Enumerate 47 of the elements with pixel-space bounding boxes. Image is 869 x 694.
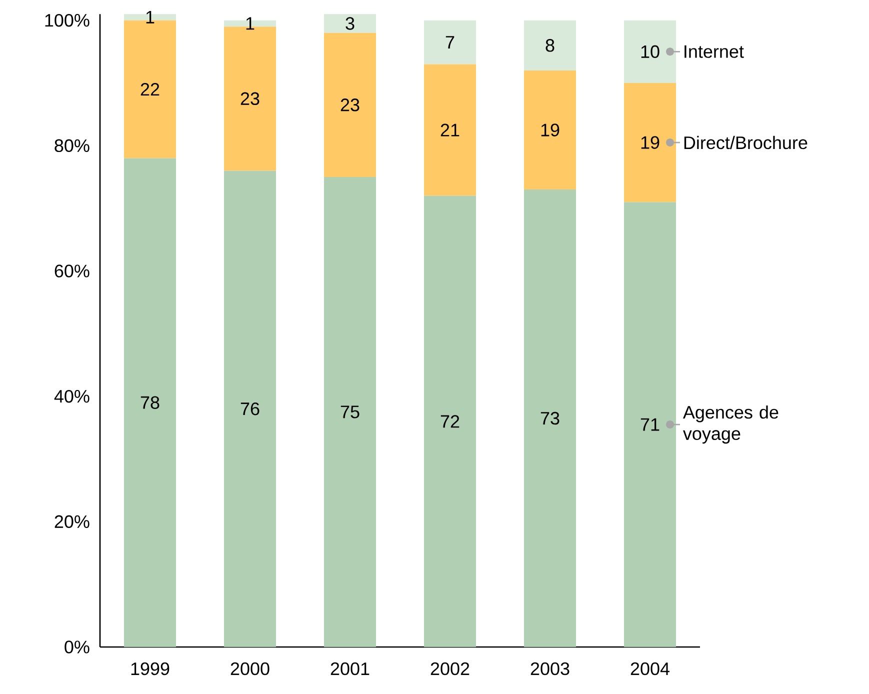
data-label: 22 [140, 82, 160, 96]
data-label: 21 [440, 124, 460, 136]
data-label: 73 [540, 412, 560, 425]
y-tick-label: 40% [54, 390, 90, 403]
data-label: 75 [340, 406, 360, 418]
x-tick-label: 2004 [630, 662, 670, 676]
data-label: 3 [346, 17, 354, 30]
x-tick-label: 2000 [230, 662, 270, 676]
data-label: 23 [340, 98, 360, 112]
bar [624, 20, 676, 83]
x-tick-label: 2002 [430, 662, 470, 676]
data-label: 19 [541, 124, 560, 136]
data-label: 19 [641, 136, 660, 149]
data-label: 71 [640, 418, 660, 431]
series-label: Internet [684, 45, 744, 58]
data-label: 1 [146, 11, 154, 24]
bar [624, 202, 676, 647]
bar [124, 158, 176, 647]
bar [424, 20, 476, 64]
y-tick-label: 60% [54, 264, 90, 278]
y-tick-label: 80% [54, 139, 90, 152]
y-tick-label: 100% [45, 14, 90, 27]
bar [524, 20, 576, 70]
bar [424, 64, 476, 196]
y-tick-label: 20% [54, 515, 90, 528]
data-label: 23 [240, 92, 260, 106]
bar [224, 170, 276, 647]
bar [424, 196, 476, 647]
x-tick-label: 2003 [530, 662, 570, 676]
data-label: 78 [140, 396, 160, 409]
bar [524, 70, 576, 190]
x-tick-label: 1999 [131, 662, 170, 676]
data-label: 76 [240, 402, 260, 416]
y-tick-label: 0% [64, 640, 90, 654]
data-label: 7 [446, 36, 454, 48]
bar [324, 177, 376, 647]
bar [624, 82, 676, 202]
bar [324, 14, 376, 33]
bar [524, 190, 576, 647]
data-label: 1 [246, 17, 254, 30]
data-label: 8 [546, 39, 554, 52]
series-label: Agences de voyage [682, 405, 778, 444]
data-label: 10 [641, 45, 660, 58]
bar [324, 32, 376, 177]
series-label: Direct/Brochure [684, 136, 808, 150]
data-label: 72 [440, 415, 460, 428]
x-tick-label: 2001 [330, 662, 370, 676]
